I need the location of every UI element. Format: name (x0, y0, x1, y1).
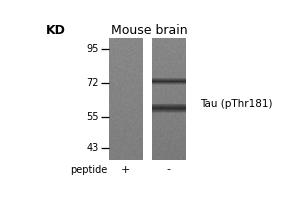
Text: 43: 43 (86, 143, 98, 153)
Text: Tau (pThr181): Tau (pThr181) (200, 99, 273, 109)
Text: Mouse brain: Mouse brain (111, 24, 188, 37)
Text: peptide: peptide (70, 165, 107, 175)
Text: 55: 55 (86, 112, 98, 122)
Text: +: + (121, 165, 130, 175)
Text: 72: 72 (86, 78, 98, 88)
Text: -: - (167, 165, 171, 175)
Text: KD: KD (46, 24, 66, 37)
Text: 95: 95 (86, 44, 98, 54)
